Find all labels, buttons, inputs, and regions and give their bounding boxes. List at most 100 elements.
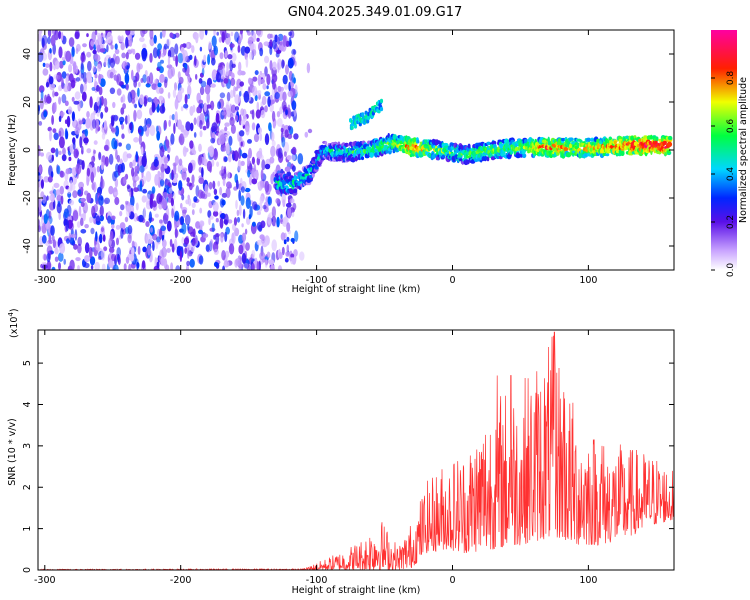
heatmap-cell [120,227,124,239]
heatmap-cell [496,155,500,160]
heatmap-cell [191,237,196,247]
heatmap-cell [441,154,446,159]
heatmap-cell [203,54,207,63]
heatmap-cell [251,178,258,185]
heatmap-cell [230,104,236,114]
heatmap-cell [157,82,162,88]
heatmap-cell [233,85,236,98]
heatmap-cell [256,37,260,42]
heatmap-cell [160,59,164,64]
heatmap-cell [235,199,238,210]
heatmap-cell [157,43,163,51]
heatmap-cell [233,217,238,226]
heatmap-cell [261,95,267,106]
heatmap-cell [266,251,271,259]
heatmap-cell [189,258,195,268]
heatmap-cell [86,76,93,84]
heatmap-cell [281,100,287,111]
heatmap-cell [262,83,267,90]
heatmap-cell [174,111,178,123]
heatmap-cell [148,211,152,224]
heatmap-cell [263,41,270,47]
heatmap-cell [125,30,131,36]
heatmap-cell [151,200,158,208]
heatmap-cell [54,60,60,70]
colorbar-label: Normalized spectral amplitude [738,77,749,223]
heatmap-cell [186,43,190,48]
heatmap-cell [111,239,115,249]
heatmap-cell [186,182,192,187]
heatmap-cell [604,138,609,144]
heatmap-cell [86,111,90,118]
heatmap-cell [247,139,252,144]
heatmap-cell [181,194,185,201]
heatmap-cell [89,96,93,109]
heatmap-cell [212,180,216,190]
heatmap-cell [188,54,193,61]
heatmap-cell [111,215,116,221]
heatmap-cell [214,233,220,238]
heatmap-cell [163,43,168,50]
y-tick-label: -20 [22,190,33,206]
heatmap-cell [212,210,219,217]
heatmap-cell [189,106,194,116]
heatmap-cell [223,260,230,268]
heatmap-cell [151,186,156,194]
heatmap-cell [146,233,152,244]
heatmap-cell [210,100,215,111]
heatmap-cell [159,73,165,83]
heatmap-cell [166,139,170,149]
heatmap-cell [173,238,178,250]
heatmap-cell [60,31,64,41]
heatmap-cell [134,165,140,172]
heatmap-cell [209,215,214,220]
heatmap-cell [166,248,171,253]
heatmap-cell [113,74,118,81]
heatmap-cell [70,233,77,239]
heatmap-cell [136,261,139,270]
heatmap-cell [125,65,130,70]
heatmap-cell [174,82,177,91]
heatmap-cell [95,39,99,49]
heatmap-cell [387,133,390,138]
heatmap-cell [200,80,207,88]
y-tick-label: 4 [22,401,33,407]
heatmap-cell [61,93,67,104]
heatmap-cell [198,177,205,184]
heatmap-cell [117,35,122,41]
heatmap-cell [118,142,122,147]
heatmap-cell [80,72,84,79]
heatmap-cell [256,101,260,112]
heatmap-cell [79,136,83,149]
heatmap-cell [277,36,281,45]
heatmap-cell [276,49,282,54]
heatmap-cell [51,115,54,125]
heatmap-cell [117,256,121,265]
heatmap-cell [90,171,95,184]
heatmap-cell [186,260,191,267]
heatmap-cell [234,86,239,92]
heatmap-cell [285,202,292,208]
heatmap-cell [72,210,79,222]
heatmap-cell [199,103,204,109]
heatmap-cell [119,210,123,217]
heatmap-cell [181,167,188,172]
heatmap-cell [272,61,277,71]
heatmap-cell [245,197,251,210]
heatmap-cell [86,167,91,177]
heatmap-cell [58,252,64,262]
snr-scale-close: ) [9,308,20,312]
heatmap-cell [224,126,228,132]
heatmap-cell [58,30,62,40]
heatmap-cell [80,197,86,203]
heatmap-cell [245,242,250,251]
heatmap-cell [210,83,216,88]
spectrogram-y-ticks: -40 -20 0 20 40 [22,48,674,254]
heatmap-cell [109,247,115,254]
heatmap-cell [225,101,230,111]
heatmap-signal-layer [273,98,673,196]
heatmap-cell [199,86,205,96]
heatmap-cell [576,142,580,147]
heatmap-cell [111,253,116,262]
